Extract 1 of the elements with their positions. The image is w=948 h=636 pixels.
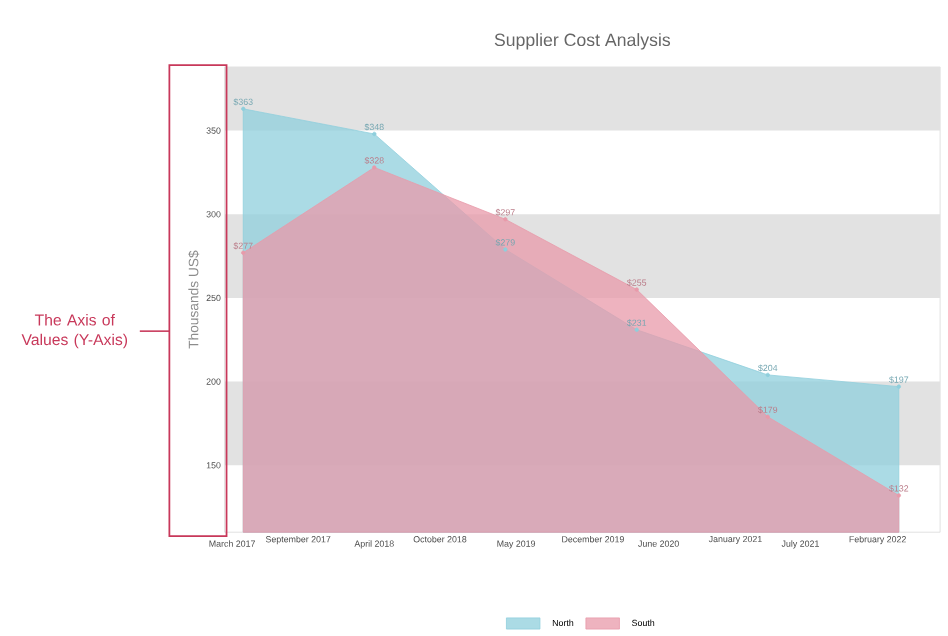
chart-title: Supplier Cost Analysis [494, 32, 671, 50]
